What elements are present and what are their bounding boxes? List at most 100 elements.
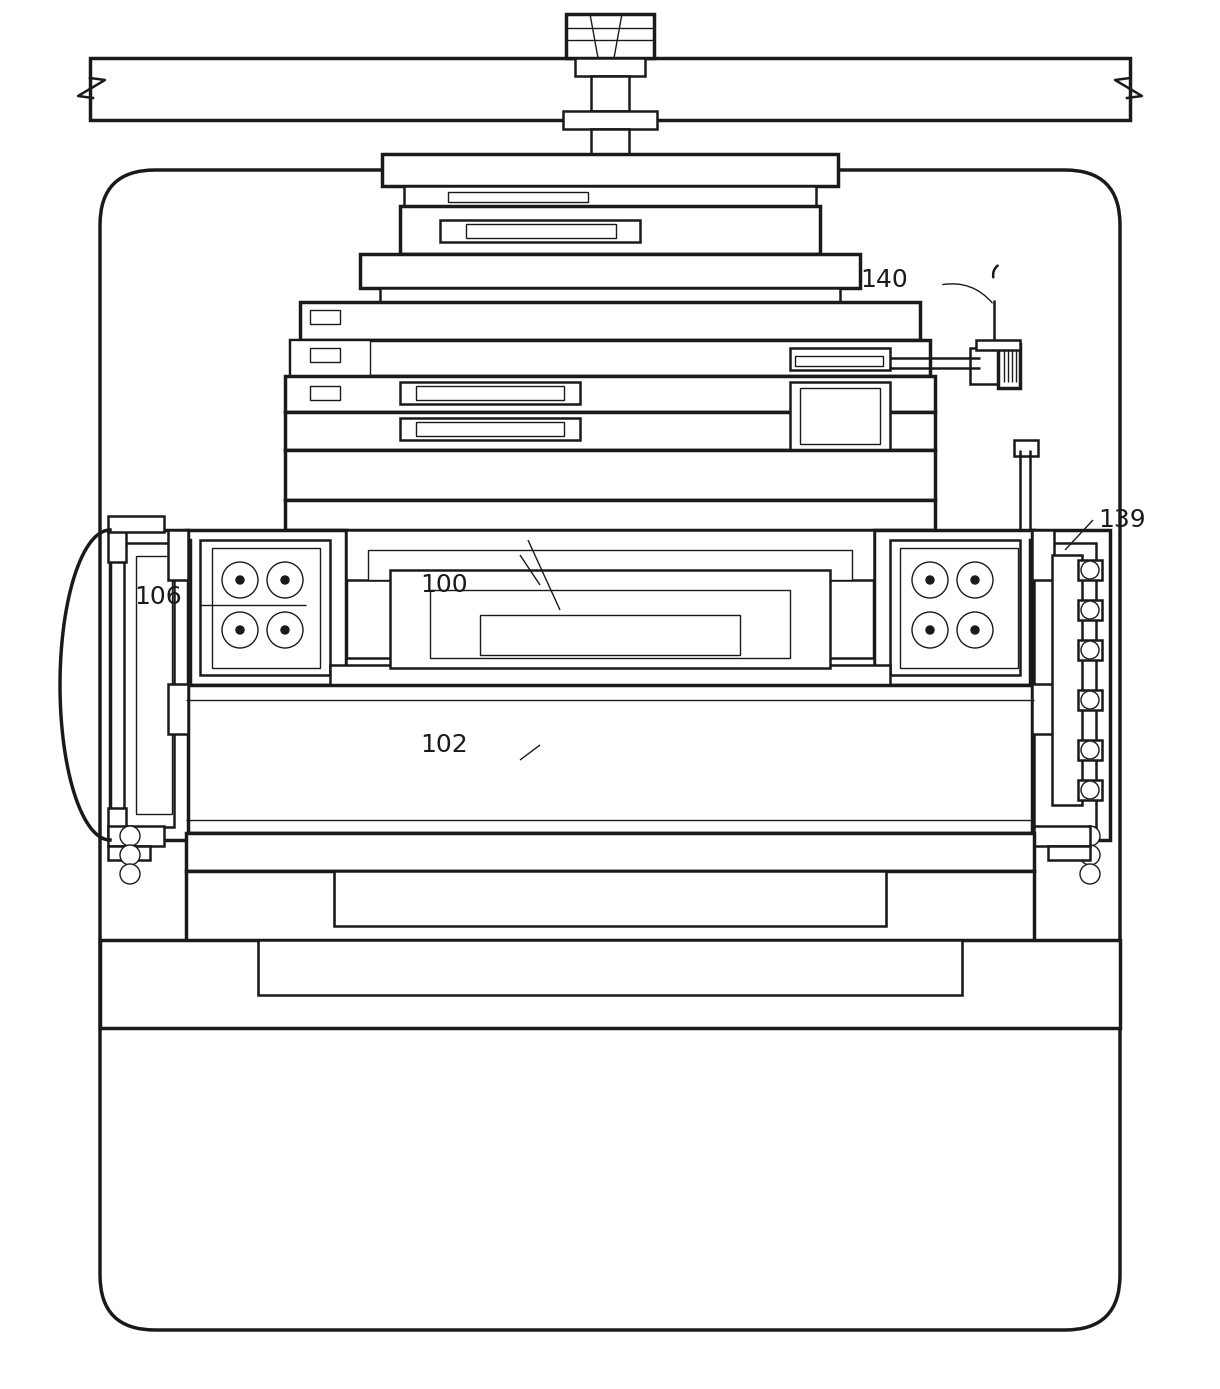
Bar bbox=[891, 540, 1020, 675]
Bar bbox=[795, 356, 883, 365]
Bar bbox=[346, 531, 874, 581]
Bar bbox=[109, 808, 126, 840]
Bar bbox=[329, 665, 891, 688]
Circle shape bbox=[1081, 601, 1099, 619]
Bar bbox=[185, 531, 346, 685]
Bar bbox=[285, 413, 935, 450]
Circle shape bbox=[971, 576, 978, 583]
Bar bbox=[360, 254, 860, 288]
Bar bbox=[590, 76, 630, 111]
Bar bbox=[479, 615, 741, 656]
Text: 100: 100 bbox=[420, 574, 467, 597]
Circle shape bbox=[222, 563, 257, 599]
Bar bbox=[200, 540, 329, 675]
Bar bbox=[562, 111, 658, 129]
Bar bbox=[379, 288, 841, 301]
Circle shape bbox=[913, 613, 948, 649]
Text: 140: 140 bbox=[860, 268, 908, 292]
Bar bbox=[1035, 543, 1096, 826]
Bar bbox=[429, 590, 791, 658]
Bar bbox=[1078, 690, 1102, 710]
Text: 139: 139 bbox=[1098, 508, 1146, 532]
Bar bbox=[300, 301, 920, 340]
Bar bbox=[109, 826, 163, 846]
Bar bbox=[400, 206, 820, 254]
Bar bbox=[185, 871, 1035, 940]
Bar bbox=[168, 531, 188, 581]
Circle shape bbox=[120, 845, 140, 865]
Bar bbox=[168, 683, 188, 733]
Text: 106: 106 bbox=[134, 585, 182, 608]
Bar bbox=[310, 349, 340, 363]
Circle shape bbox=[120, 826, 140, 846]
Circle shape bbox=[1081, 640, 1099, 658]
Circle shape bbox=[971, 626, 978, 633]
Bar bbox=[448, 192, 588, 201]
Bar bbox=[791, 382, 891, 450]
Bar bbox=[440, 219, 640, 242]
Bar bbox=[124, 543, 174, 826]
Bar bbox=[285, 450, 935, 500]
Bar bbox=[390, 569, 830, 668]
Circle shape bbox=[1080, 845, 1100, 865]
Circle shape bbox=[926, 626, 935, 633]
Circle shape bbox=[1081, 561, 1099, 579]
Bar bbox=[110, 531, 188, 840]
Bar bbox=[1032, 683, 1054, 733]
Bar bbox=[368, 550, 852, 581]
Circle shape bbox=[1080, 864, 1100, 883]
Circle shape bbox=[926, 576, 935, 583]
Bar bbox=[900, 549, 1017, 668]
Bar bbox=[290, 340, 370, 376]
Bar bbox=[1078, 600, 1102, 619]
Bar bbox=[212, 549, 320, 668]
Bar bbox=[800, 388, 880, 444]
Bar bbox=[998, 344, 1020, 388]
Bar bbox=[1032, 531, 1110, 840]
Bar bbox=[100, 940, 1120, 1028]
Bar bbox=[109, 531, 126, 563]
Bar bbox=[334, 871, 886, 926]
Bar bbox=[285, 376, 935, 413]
Bar bbox=[290, 340, 930, 376]
Bar bbox=[976, 340, 1020, 350]
Bar bbox=[590, 129, 630, 154]
Circle shape bbox=[267, 613, 303, 649]
Bar bbox=[575, 58, 645, 76]
Bar bbox=[566, 14, 654, 58]
Bar bbox=[1078, 740, 1102, 760]
Bar bbox=[109, 846, 150, 860]
Circle shape bbox=[235, 626, 244, 633]
Circle shape bbox=[1081, 690, 1099, 708]
Circle shape bbox=[222, 613, 257, 649]
Bar bbox=[1078, 560, 1102, 581]
Bar bbox=[1078, 640, 1102, 660]
Circle shape bbox=[235, 576, 244, 583]
Bar bbox=[1014, 440, 1038, 456]
Circle shape bbox=[913, 563, 948, 599]
Bar bbox=[791, 349, 891, 369]
Bar bbox=[135, 556, 172, 814]
Bar bbox=[310, 310, 340, 324]
Bar bbox=[1032, 531, 1054, 581]
Circle shape bbox=[1081, 781, 1099, 799]
Circle shape bbox=[1081, 740, 1099, 758]
Bar bbox=[90, 58, 1130, 119]
Bar bbox=[185, 833, 1035, 871]
Bar bbox=[1048, 846, 1089, 860]
Circle shape bbox=[1080, 826, 1100, 846]
Bar bbox=[162, 540, 190, 683]
Circle shape bbox=[120, 864, 140, 883]
Bar bbox=[400, 418, 580, 440]
Bar bbox=[382, 154, 838, 186]
Bar bbox=[416, 422, 564, 436]
Bar bbox=[346, 658, 874, 686]
Bar bbox=[970, 349, 998, 383]
Bar bbox=[1078, 781, 1102, 800]
Circle shape bbox=[281, 576, 289, 583]
Bar bbox=[416, 386, 564, 400]
Bar bbox=[466, 224, 616, 238]
Bar bbox=[257, 940, 963, 995]
Bar bbox=[1030, 540, 1058, 683]
Circle shape bbox=[281, 626, 289, 633]
